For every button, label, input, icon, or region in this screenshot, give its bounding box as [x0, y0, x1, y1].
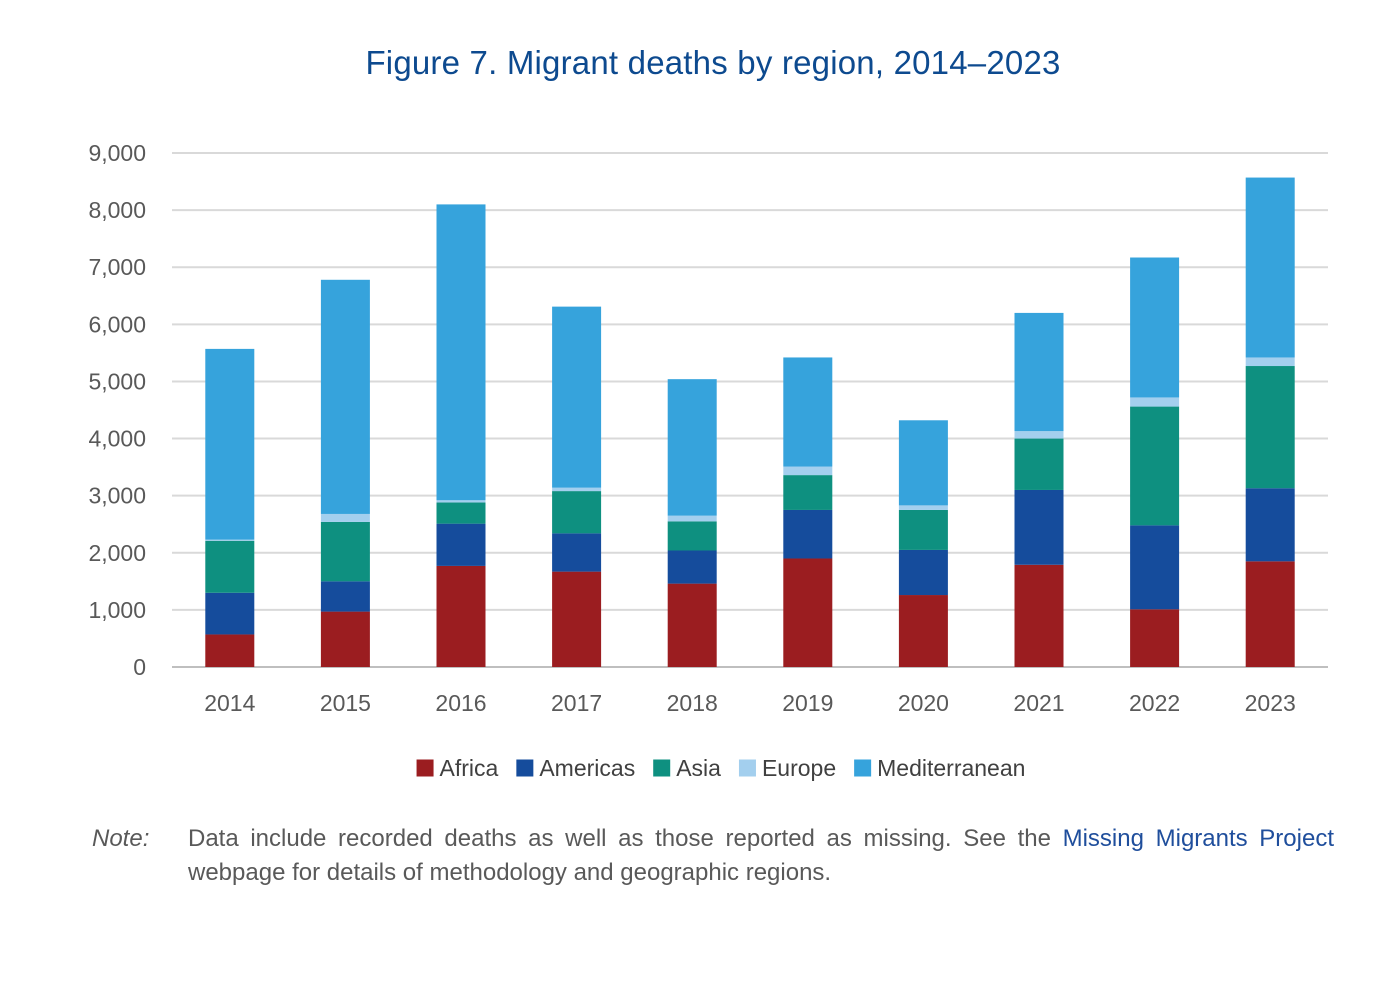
bar-americas-2022	[1130, 525, 1180, 610]
x-tick-label: 2016	[435, 690, 486, 716]
legend-label-europe: Europe	[762, 755, 836, 781]
bar-asia-2022	[1130, 406, 1180, 526]
bar-africa-2016	[436, 565, 486, 667]
bar-mediterranean-2020	[898, 420, 948, 506]
bar-asia-2019	[783, 475, 833, 510]
legend-swatch-americas	[516, 759, 534, 777]
legend-swatch-mediterranean	[854, 759, 872, 777]
bar-europe-2020	[898, 505, 948, 510]
bar-africa-2022	[1130, 609, 1180, 667]
bar-mediterranean-2014	[205, 348, 255, 540]
stacked-bar-chart: 0 1,000 2,000 3,000 4,000 5,000 6,000 7,000 8,00…	[88, 140, 1328, 781]
bar-europe-2021	[1014, 431, 1064, 439]
y-tick-label: 0	[133, 654, 146, 680]
bar-asia-2020	[898, 509, 948, 550]
y-tick-label: 7,000	[88, 254, 146, 280]
bar-americas-2019	[783, 509, 833, 559]
bar-mediterranean-2015	[320, 279, 370, 514]
legend-swatch-asia	[653, 759, 671, 777]
note-text: Data include recorded deaths as well as …	[188, 822, 1334, 890]
bar-africa-2019	[783, 558, 833, 667]
bar-americas-2023	[1245, 488, 1295, 562]
y-tick-label: 3,000	[88, 483, 146, 509]
bar-europe-2023	[1245, 357, 1295, 367]
y-axis-tick-labels: 0 1,000 2,000 3,000 4,000 5,000 6,000 7,000 8,00…	[88, 140, 146, 680]
bar-americas-2018	[667, 550, 717, 584]
y-tick-label: 5,000	[88, 368, 146, 394]
bar-africa-2021	[1014, 564, 1064, 667]
bar-asia-2021	[1014, 438, 1064, 490]
y-tick-label: 2,000	[88, 540, 146, 566]
bar-americas-2021	[1014, 489, 1064, 565]
bar-mediterranean-2021	[1014, 312, 1064, 432]
legend-label-mediterranean: Mediterranean	[877, 755, 1025, 781]
bar-mediterranean-2023	[1245, 177, 1295, 358]
bar-africa-2017	[552, 571, 602, 667]
bar-europe-2015	[320, 513, 370, 522]
legend: Africa Americas Asia Europe Mediterranean	[416, 755, 1025, 781]
y-tick-label: 9,000	[88, 140, 146, 166]
bar-asia-2018	[667, 521, 717, 551]
bar-mediterranean-2017	[552, 306, 602, 488]
bar-europe-2017	[552, 487, 602, 492]
bar-asia-2014	[205, 540, 255, 593]
bar-africa-2018	[667, 583, 717, 667]
note-text-after: webpage for details of methodology and g…	[188, 859, 832, 886]
bar-americas-2016	[436, 523, 486, 566]
x-tick-label: 2014	[204, 690, 255, 716]
missing-migrants-project-link[interactable]: Missing Migrants Project	[1062, 825, 1334, 852]
bar-mediterranean-2016	[436, 204, 486, 501]
note-text-before: Data include recorded deaths as well as …	[188, 825, 1063, 852]
legend-swatch-africa	[416, 759, 434, 777]
x-tick-label: 2019	[782, 690, 833, 716]
bar-mediterranean-2019	[783, 357, 833, 467]
bar-africa-2014	[205, 634, 255, 667]
bar-mediterranean-2022	[1130, 257, 1180, 398]
bar-americas-2015	[320, 581, 370, 612]
x-tick-label: 2023	[1245, 690, 1296, 716]
bar-americas-2020	[898, 549, 948, 596]
bar-africa-2023	[1245, 561, 1295, 667]
bar-asia-2015	[320, 521, 370, 582]
bar-americas-2014	[205, 592, 255, 635]
y-tick-label: 1,000	[88, 597, 146, 623]
bar-africa-2020	[898, 595, 948, 667]
bar-africa-2015	[320, 611, 370, 667]
chart-title: Figure 7. Migrant deaths by region, 2014…	[365, 44, 1061, 81]
y-tick-label: 6,000	[88, 311, 146, 337]
legend-swatch-europe	[738, 759, 756, 777]
x-tick-label: 2022	[1129, 690, 1180, 716]
legend-label-asia: Asia	[676, 755, 721, 781]
x-tick-label: 2015	[320, 690, 371, 716]
legend-label-africa: Africa	[440, 755, 499, 781]
bar-americas-2017	[552, 533, 602, 572]
note-label: Note:	[92, 825, 150, 852]
x-tick-label: 2021	[1013, 690, 1064, 716]
legend-label-americas: Americas	[539, 755, 635, 781]
bar-europe-2018	[667, 515, 717, 522]
x-tick-label: 2018	[667, 690, 718, 716]
bars	[205, 177, 1295, 667]
bar-europe-2019	[783, 466, 833, 476]
bar-europe-2014	[205, 539, 255, 541]
bar-asia-2016	[436, 502, 486, 524]
bar-asia-2023	[1245, 366, 1295, 489]
bar-europe-2016	[436, 500, 486, 503]
bar-mediterranean-2018	[667, 379, 717, 516]
x-tick-label: 2017	[551, 690, 602, 716]
bar-europe-2022	[1130, 397, 1180, 407]
x-axis-tick-labels: 2014 2015 2016 2017 2018 2019 2020 2021 2022 2023	[204, 690, 1296, 716]
bar-asia-2017	[552, 491, 602, 534]
x-tick-label: 2020	[898, 690, 949, 716]
y-tick-label: 4,000	[88, 426, 146, 452]
y-tick-label: 8,000	[88, 197, 146, 223]
